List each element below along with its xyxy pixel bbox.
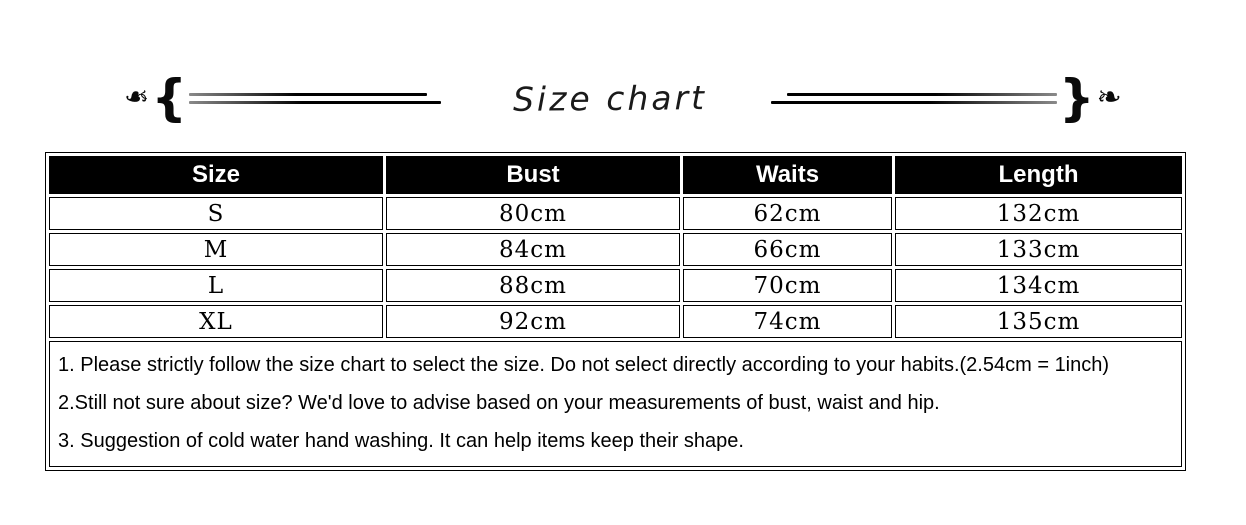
note-line-2: 2.Still not sure about size? We'd love t… <box>58 392 940 414</box>
length-cell: 132cm <box>895 197 1182 230</box>
fleuron-icon: ❧ <box>1096 80 1122 115</box>
bust-cell: 80cm <box>386 197 680 230</box>
waits-cell: 70cm <box>683 269 892 302</box>
size-cell: M <box>49 233 383 266</box>
fleuron-icon: ❧ <box>124 80 150 115</box>
left-ornament: ❧ { <box>124 68 189 127</box>
size-table: Size Bust Waits Length S 80cm 62cm 132cm… <box>45 152 1186 471</box>
length-cell: 133cm <box>895 233 1182 266</box>
waits-cell: 62cm <box>683 197 892 230</box>
length-cell: 135cm <box>895 305 1182 338</box>
size-cell: S <box>49 197 383 230</box>
column-header-size: Size <box>49 156 383 194</box>
bust-cell: 92cm <box>386 305 680 338</box>
table-row-xl: XL 92cm 74cm 135cm <box>49 305 1182 338</box>
size-cell: L <box>49 269 383 302</box>
note-line-1: 1. Please strictly follow the size chart… <box>58 354 1110 376</box>
column-header-length: Length <box>895 156 1182 194</box>
title-band: ❧ { Size chart } ❧ <box>0 62 1246 134</box>
table-row-l: L 88cm 70cm 134cm <box>49 269 1182 302</box>
table-row-s: S 80cm 62cm 132cm <box>49 197 1182 230</box>
right-ornament: } ❧ <box>1057 68 1122 127</box>
divider-line <box>771 100 1058 104</box>
bust-cell: 88cm <box>386 269 680 302</box>
note-line-3: 3. Suggestion of cold water hand washing… <box>58 430 744 452</box>
bust-cell: 84cm <box>386 233 680 266</box>
notes-cell: 1. Please strictly follow the size chart… <box>49 341 1182 467</box>
divider-line <box>188 92 427 96</box>
waits-cell: 74cm <box>683 305 892 338</box>
left-divider-lines <box>188 92 441 104</box>
table-header-row: Size Bust Waits Length <box>49 156 1182 194</box>
length-cell: 134cm <box>895 269 1182 302</box>
left-brace-icon: { <box>151 68 187 127</box>
column-header-waits: Waits <box>683 156 892 194</box>
page-title: Size chart <box>512 77 708 119</box>
waits-cell: 66cm <box>683 233 892 266</box>
divider-line <box>787 92 1058 96</box>
right-brace-icon: } <box>1059 68 1095 127</box>
size-cell: XL <box>49 305 383 338</box>
notes-row: 1. Please strictly follow the size chart… <box>49 341 1182 467</box>
divider-line <box>188 100 441 104</box>
column-header-bust: Bust <box>386 156 680 194</box>
table-row-m: M 84cm 66cm 133cm <box>49 233 1182 266</box>
right-divider-lines <box>771 92 1058 104</box>
